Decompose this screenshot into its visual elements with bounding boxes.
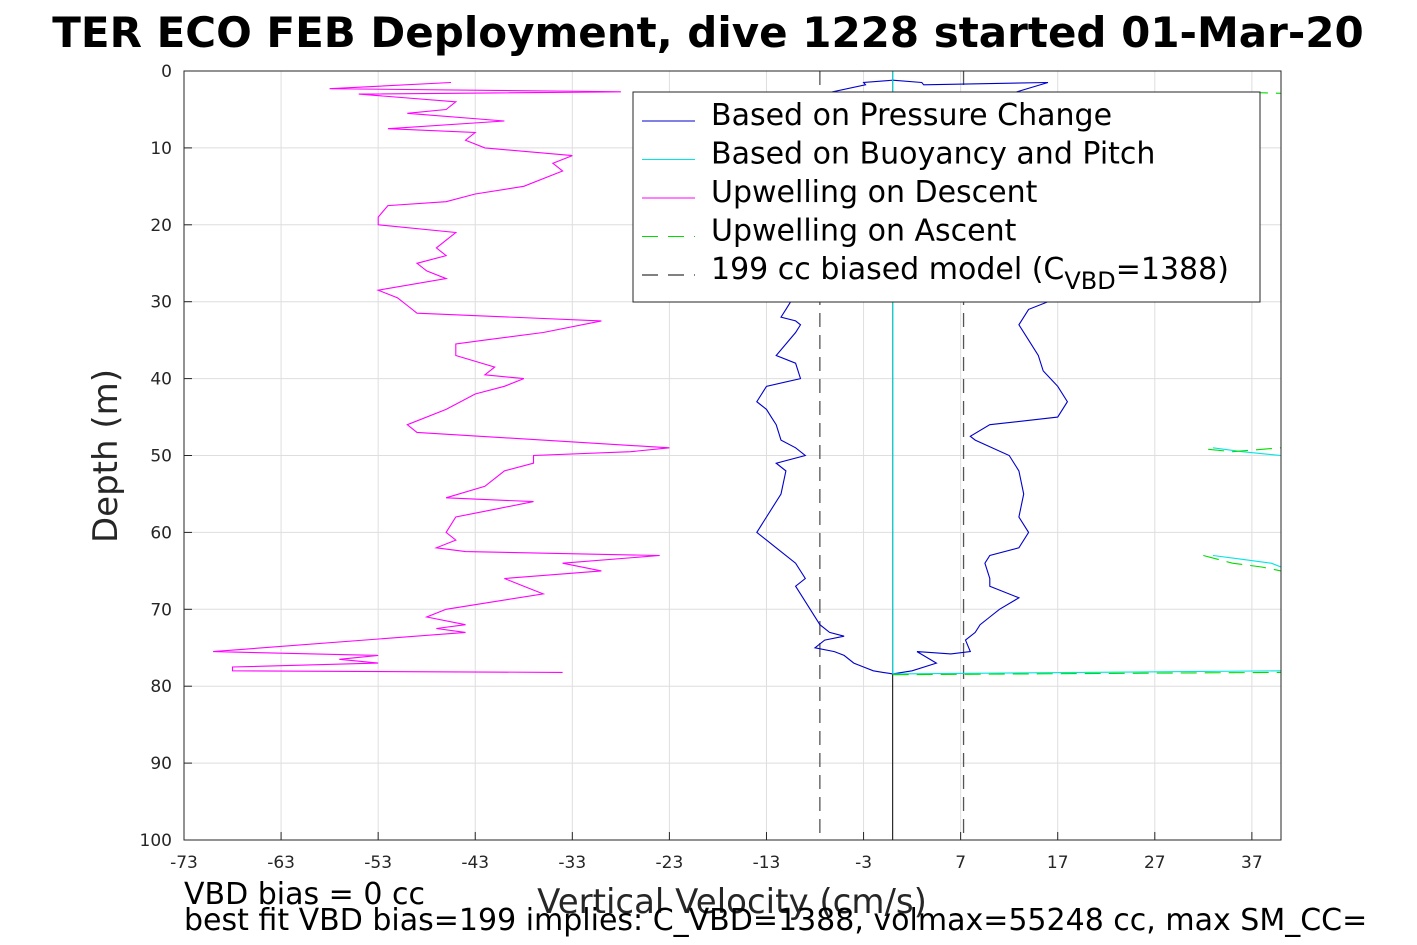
y-tick-label: 0 xyxy=(161,62,172,82)
y-tick-label: 80 xyxy=(150,677,172,697)
y-tick-label: 20 xyxy=(150,216,172,236)
x-tick-label: 37 xyxy=(1241,853,1263,873)
legend-box xyxy=(632,91,1261,303)
y-tick-label: 90 xyxy=(150,754,172,774)
x-tick-label: 7 xyxy=(955,853,966,873)
series-line-based-on-buoyancy-and-pitch xyxy=(892,670,1281,675)
series-line-based-on-buoyancy-and-pitch xyxy=(1212,447,1281,457)
ticks: -73 -63 -53 -43 -33 -23 -13 -3 7 17 27 37 0 10 20 30 40 5… xyxy=(140,62,1263,873)
x-tick-label: -23 xyxy=(656,853,684,873)
x-tick-label: -53 xyxy=(364,853,392,873)
best-fit-text: best fit VBD bias=199 implies: C_VBD=138… xyxy=(184,903,1367,938)
x-tick-label: -33 xyxy=(558,853,586,873)
legend-label-suffix: =1388) xyxy=(1116,252,1229,287)
x-tick-label: -3 xyxy=(855,853,872,873)
x-tick-label: -63 xyxy=(267,853,295,873)
x-tick-label: -73 xyxy=(170,853,198,873)
chart-title: TER ECO FEB Deployment, dive 1228 starte… xyxy=(52,8,1363,57)
legend-label: Based on Buoyancy and Pitch xyxy=(711,137,1155,172)
y-tick-label: 30 xyxy=(150,293,172,313)
series-line-upwelling-on-ascent xyxy=(1208,447,1281,453)
x-axis-label: Vertical Velocity (cm/s) xyxy=(537,882,927,922)
x-tick-label: -13 xyxy=(753,853,781,873)
series-line-based-on-buoyancy-and-pitch xyxy=(1212,554,1281,568)
series-line-upwelling-on-descent xyxy=(213,81,670,673)
series-line-upwelling-on-ascent xyxy=(1203,554,1281,572)
y-tick-label: 40 xyxy=(150,370,172,390)
legend-label-subscript: VBD xyxy=(1064,267,1115,295)
y-tick-label: 70 xyxy=(150,600,172,620)
y-tick-label: 60 xyxy=(150,523,172,543)
x-tick-label: 27 xyxy=(1144,853,1166,873)
y-axis-label: Depth (m) xyxy=(86,369,126,543)
y-tick-label: 100 xyxy=(140,831,172,851)
x-tick-label: 17 xyxy=(1047,853,1069,873)
vbd-bias-text: VBD bias = 0 cc xyxy=(184,877,425,912)
x-tick-label: -43 xyxy=(461,853,489,873)
legend-label: Upwelling on Ascent xyxy=(711,214,1017,249)
legend: Based on Pressure Change Based on Buoyanc… xyxy=(632,91,1261,303)
legend-label: Based on Pressure Change xyxy=(711,98,1112,133)
series-line-upwelling-on-ascent xyxy=(892,671,1281,676)
y-tick-label: 10 xyxy=(150,139,172,159)
y-tick-label: 50 xyxy=(150,447,172,467)
legend-label: Upwelling on Descent xyxy=(711,175,1038,210)
